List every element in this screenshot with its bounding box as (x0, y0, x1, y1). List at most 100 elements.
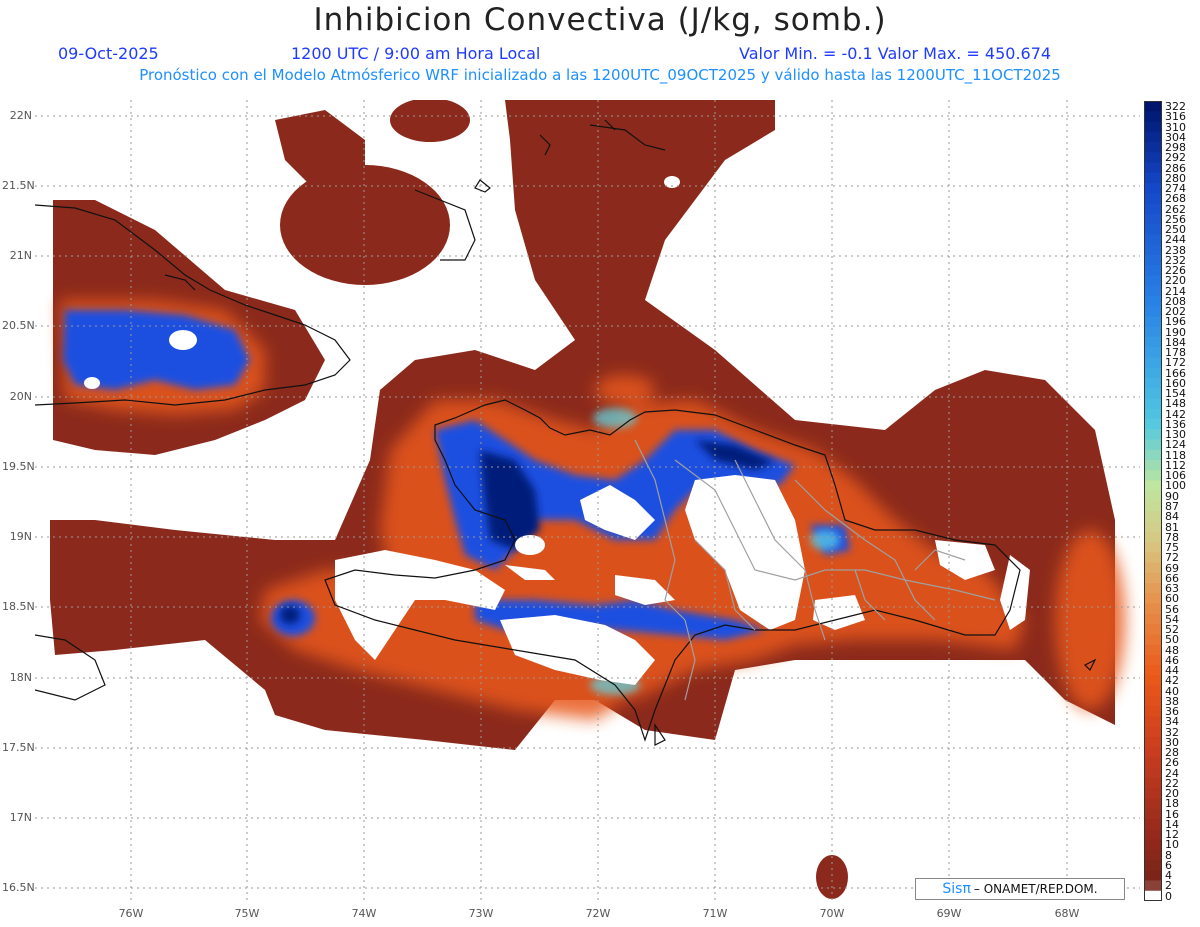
colorbar-tick-label: 166 (1165, 366, 1186, 380)
colorbar-swatch (1144, 388, 1162, 399)
colorbar-tick-label: 36 (1165, 705, 1179, 719)
colorbar-swatch (1144, 336, 1162, 348)
colorbar-swatch (1144, 572, 1162, 584)
colorbar-swatch (1144, 890, 1162, 901)
colorbar-swatch (1144, 254, 1162, 266)
lon-label: 68W (1054, 907, 1080, 920)
colorbar-swatch (1144, 142, 1162, 153)
colorbar-tick-label: 4 (1165, 869, 1172, 883)
colorbar-swatch (1144, 101, 1162, 112)
colorbar-swatch (1144, 757, 1162, 769)
colorbar-tick-label: 24 (1165, 766, 1179, 780)
colorbar-tick-label: 322 (1165, 100, 1186, 113)
colorbar-swatch (1144, 849, 1162, 861)
colorbar-tick-label: 106 (1165, 469, 1186, 483)
graticule (35, 100, 1140, 900)
lat-label: 17.5N (2, 741, 35, 754)
colorbar-swatch (1144, 224, 1162, 235)
colorbar-swatch (1144, 511, 1162, 523)
colorbar-tick-label: 16 (1165, 807, 1179, 821)
colorbar-tick-label: 56 (1165, 602, 1179, 616)
colorbar-swatch (1144, 798, 1162, 810)
colorbar-swatch (1144, 357, 1162, 369)
colorbar-swatch (1144, 326, 1162, 338)
lon-label: 73W (468, 907, 494, 920)
colorbar-swatch (1144, 316, 1162, 328)
colorbar-swatch (1144, 285, 1162, 297)
colorbar-swatch (1144, 562, 1162, 574)
province-borders (634, 439, 996, 701)
forecast-date: 09-Oct-2025 (58, 44, 159, 63)
colorbar-swatch (1144, 152, 1162, 164)
lat-label: 21N (9, 249, 32, 262)
colorbar-swatch (1144, 788, 1162, 799)
colorbar-tick-label: 244 (1165, 233, 1186, 247)
lon-label: 76W (118, 907, 144, 920)
colorbar (1144, 101, 1162, 901)
colorbar-swatch (1144, 306, 1162, 317)
lon-label: 72W (585, 907, 611, 920)
colorbar-swatch (1144, 716, 1162, 728)
colorbar-tick-label: 81 (1165, 520, 1179, 534)
colorbar-tick-label: 196 (1165, 315, 1186, 329)
colorbar-tick-label: 124 (1165, 438, 1186, 452)
colorbar-swatch (1144, 470, 1162, 481)
colorbar-tick-label: 84 (1165, 510, 1179, 524)
colorbar-tick-label: 184 (1165, 335, 1186, 349)
colorbar-tick-label: 136 (1165, 417, 1186, 431)
credit-box: Sisπ – ONAMET/REP.DOM. (915, 878, 1125, 900)
colorbar-tick-label: 142 (1165, 407, 1186, 421)
colorbar-swatch (1144, 675, 1162, 687)
colorbar-swatch (1144, 859, 1162, 871)
colorbar-tick-label: 268 (1165, 192, 1186, 206)
colorbar-tick-label: 292 (1165, 151, 1186, 165)
lon-label: 70W (819, 907, 845, 920)
colorbar-swatch (1144, 162, 1162, 174)
colorbar-tick-label: 0 (1165, 889, 1172, 903)
model-subtitle: Pronóstico con el Modelo Atmósferico WRF… (139, 66, 1061, 84)
colorbar-swatch (1144, 726, 1162, 738)
colorbar-swatch (1144, 213, 1162, 225)
colorbar-tick-label: 38 (1165, 694, 1179, 708)
colorbar-tick-label: 14 (1165, 817, 1179, 831)
colorbar-swatch (1144, 777, 1162, 789)
colorbar-tick-label: 40 (1165, 684, 1179, 698)
colorbar-tick-label: 202 (1165, 305, 1186, 319)
lat-label: 18.5N (2, 600, 35, 613)
colorbar-swatch (1144, 839, 1162, 851)
lon-label: 71W (702, 907, 728, 920)
colorbar-swatch (1144, 767, 1162, 779)
colorbar-tick-label: 286 (1165, 161, 1186, 175)
colorbar-swatch (1144, 367, 1162, 379)
colorbar-tick-label: 232 (1165, 253, 1186, 267)
lat-label: 17N (9, 811, 32, 824)
colorbar-tick-label: 8 (1165, 848, 1172, 862)
colorbar-tick-label: 6 (1165, 858, 1172, 872)
colorbar-swatch (1144, 439, 1162, 451)
colorbar-tick-label: 28 (1165, 746, 1179, 760)
colorbar-swatch (1144, 521, 1162, 533)
lat-label: 18N (9, 671, 32, 684)
colorbar-tick-label: 220 (1165, 274, 1186, 288)
colorbar-tick-label: 30 (1165, 735, 1179, 749)
lat-label: 16.5N (2, 881, 35, 894)
colorbar-swatch (1144, 459, 1162, 471)
colorbar-tick-label: 12 (1165, 828, 1179, 842)
value-range: Valor Min. = -0.1 Valor Max. = 450.674 (739, 44, 1052, 63)
lon-label: 75W (234, 907, 260, 920)
colorbar-swatch (1144, 593, 1162, 605)
colorbar-swatch (1144, 747, 1162, 758)
colorbar-tick-label: 60 (1165, 592, 1179, 606)
colorbar-swatch (1144, 347, 1162, 358)
colorbar-swatch (1144, 665, 1162, 676)
colorbar-tick-label: 316 (1165, 110, 1186, 124)
colorbar-tick-label: 148 (1165, 397, 1186, 411)
colorbar-tick-label: 52 (1165, 623, 1179, 637)
colorbar-swatch (1144, 131, 1162, 143)
chart-title: Inhibicion Convectiva (J/kg, somb.) (313, 2, 887, 38)
colorbar-swatch (1144, 613, 1162, 625)
colorbar-tick-label: 130 (1165, 428, 1186, 442)
colorbar-swatch (1144, 685, 1162, 697)
colorbar-tick-label: 154 (1165, 387, 1186, 401)
colorbar-tick-label: 298 (1165, 141, 1186, 155)
